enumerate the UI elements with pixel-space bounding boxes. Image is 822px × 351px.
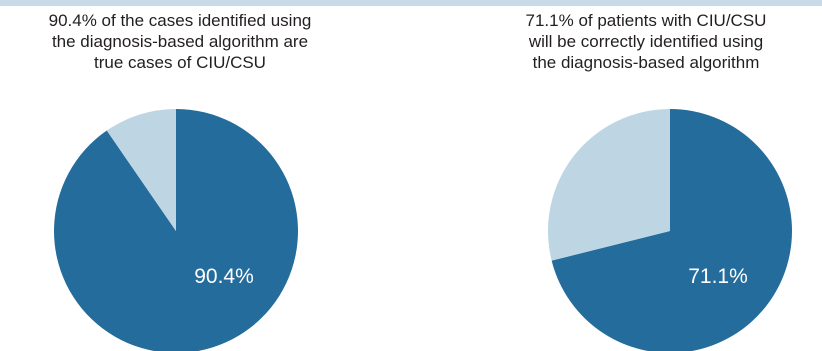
chart-panel-sensitivity: 71.1% of patients with CIU/CSU will be c… — [470, 0, 822, 351]
pie-slice-0 — [53, 109, 298, 351]
pie-slice-label: 90.4% — [194, 265, 254, 288]
pie-chart-ppv: 90.4% — [53, 109, 298, 351]
top-rule — [0, 0, 822, 6]
pie-slice-label: 71.1% — [688, 265, 748, 288]
pie-slice-0 — [551, 109, 792, 351]
chart-title: 90.4% of the cases identified using the … — [48, 11, 312, 72]
chart-panel-ppv: 90.4% of the cases identified using the … — [0, 0, 360, 351]
chart-title: 71.1% of patients with CIU/CSU will be c… — [525, 11, 767, 72]
pie-chart-sensitivity: 71.1% — [547, 109, 792, 351]
pie-slice-1 — [547, 109, 670, 261]
pie-slice-1 — [106, 109, 176, 231]
